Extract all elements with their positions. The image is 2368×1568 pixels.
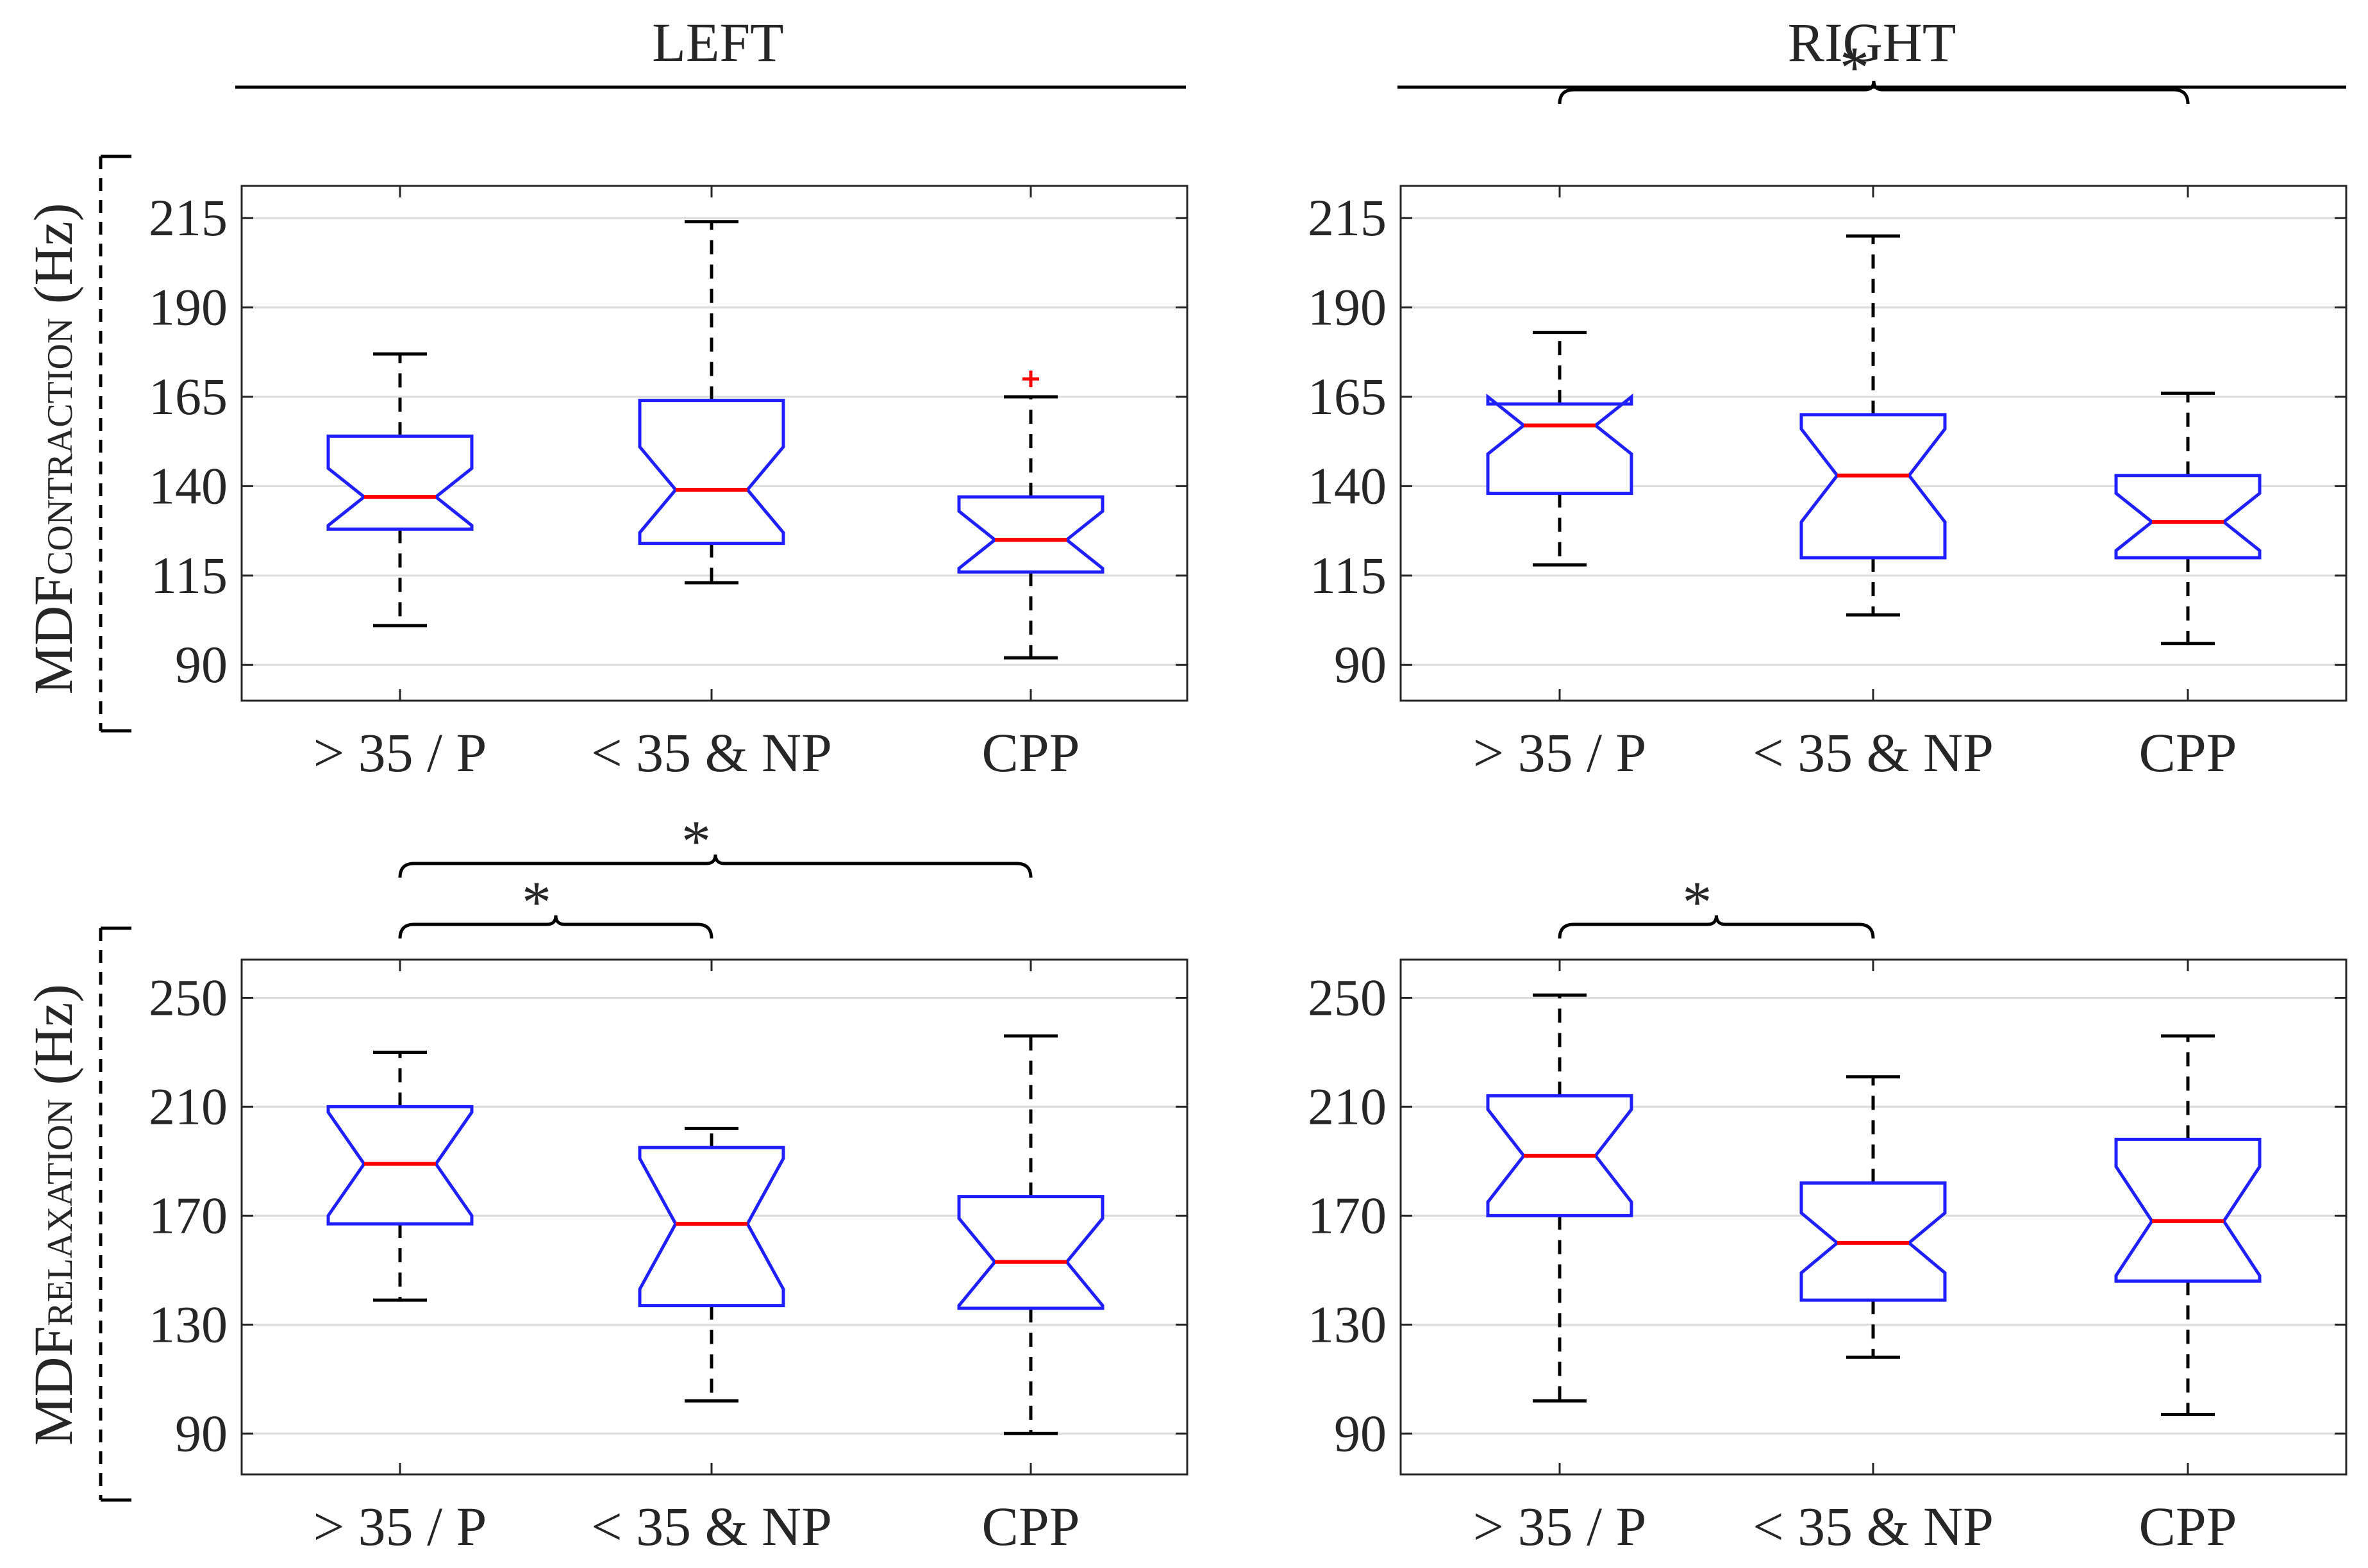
significance-bracket: * [398,808,1033,878]
row-label-prefix: MDF [22,575,84,694]
significance-star: * [1840,35,1869,100]
y-tick-label: 165 [1308,367,1387,426]
significance-star: * [681,808,711,874]
row-label-prefix: MDF [22,1326,84,1446]
y-tick-label: 140 [1308,456,1387,515]
bracket-line [398,915,713,939]
x-category-label: < 35 & NP [591,722,832,783]
row-label-subscript: RELAXATION [40,1099,80,1326]
bracket-line [1558,80,2190,104]
box-1 [638,1126,785,1403]
x-category-label: > 35 / P [313,1496,487,1557]
axes-frame [1399,958,2347,1476]
notched-box [957,495,1105,574]
row-label-relaxation: MDFRELAXATION (Hz) [22,984,84,1446]
notched-box [957,1195,1105,1310]
notched-box [638,1146,785,1308]
box-1 [638,220,785,585]
y-tick-label: 90 [175,635,228,694]
axes-frame [1399,185,2347,702]
notched-box [2114,1137,2262,1283]
box-0 [1486,331,1633,567]
y-tick-label: 190 [149,278,228,337]
significance-bracket: * [1558,35,2190,104]
x-category-label: CPP [981,722,1080,783]
y-tick-label: 115 [151,546,228,605]
axes-frame [240,185,1188,702]
x-category-label: > 35 / P [313,722,487,783]
y-tick-label: 90 [1334,635,1387,694]
outlier-marker [1022,371,1039,388]
column-header-left: LEFT [652,12,783,73]
row-label-unit: (Hz) [22,984,84,1099]
x-category-label: > 35 / P [1473,722,1647,783]
y-tick-label: 215 [149,188,228,247]
significance-bracket: * [1558,869,1875,939]
y-tick-label: 130 [149,1295,228,1353]
y-tick-label: 170 [1308,1186,1387,1244]
notched-box [326,434,474,531]
boxplot-panel-right-relaxation: 90 130 170 210 250 > 35 / P < 35 & NP CPP * [1308,869,2347,1557]
y-tick-label: 90 [175,1404,228,1462]
box-0 [1486,993,1633,1403]
x-category-label: CPP [981,1496,1080,1557]
x-category-label: CPP [2139,722,2237,783]
y-tick-label: 140 [149,456,228,515]
box-0 [326,352,474,628]
y-tick-label: 215 [1308,188,1387,247]
y-tick-label: 130 [1308,1295,1387,1353]
significance-star: * [1683,869,1712,935]
box-1 [1799,1075,1947,1359]
y-tick-label: 115 [1310,546,1387,605]
bracket-line [1558,915,1875,939]
notched-box [2114,474,2262,560]
box-0 [326,1050,474,1302]
y-tick-label: 90 [1334,1404,1387,1462]
row-label-contraction: MDFCONTRACTION (Hz) [22,203,84,695]
x-category-label: < 35 & NP [1753,1496,1994,1557]
y-tick-label: 250 [1308,968,1387,1026]
notched-box [1799,413,1947,560]
box-1 [1799,234,1947,617]
box-2 [957,1034,1105,1435]
box-2 [2114,391,2262,646]
boxplot-panel-left-contraction: 90 115 140 165 190 215 > 35 / P < 35 & NP CPP [149,185,1188,783]
notched-box [1486,393,1633,496]
x-category-label: CPP [2139,1496,2237,1557]
boxplot-panel-right-contraction: 90 115 140 165 190 215 > 35 / P < 35 & NP CPP * [1308,35,2347,783]
y-tick-label: 210 [149,1077,228,1135]
x-category-label: > 35 / P [1473,1496,1647,1557]
y-tick-label: 170 [149,1186,228,1244]
notched-box [638,399,785,546]
row-label-unit: (Hz) [22,203,84,318]
significance-bracket: * [398,869,713,939]
box-2 [2114,1034,2262,1417]
y-tick-label: 165 [149,367,228,426]
row-label-subscript: CONTRACTION [40,318,80,575]
bracket-line [398,854,1033,878]
y-tick-label: 190 [1308,278,1387,337]
y-tick-label: 250 [149,968,228,1026]
boxplot-panel-left-relaxation: 90 130 170 210 250 > 35 / P < 35 & NP CPP * * [149,808,1188,1557]
column-header-right: RIGHT [1788,12,1956,73]
axes-frame [240,958,1188,1476]
x-category-label: < 35 & NP [591,1496,832,1557]
y-tick-label: 210 [1308,1077,1387,1135]
box-2 [957,371,1105,660]
x-category-label: < 35 & NP [1753,722,1994,783]
significance-star: * [522,869,551,935]
